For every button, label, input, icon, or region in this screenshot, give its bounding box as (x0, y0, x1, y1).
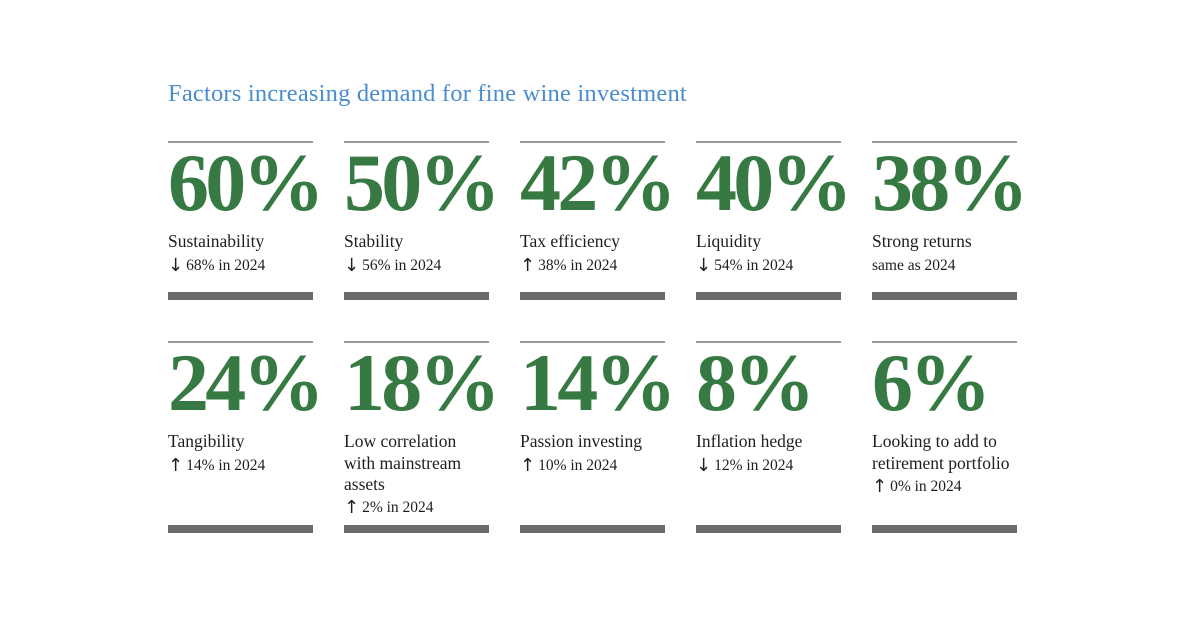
card-bottom-bar (344, 292, 489, 300)
stat-label: Looking to add to retirement portfolio (872, 431, 1010, 473)
stat-card-passion-investing: 14% Passion investing ↑ 10% in 2024 (520, 337, 677, 533)
stat-change-text: 38% in 2024 (538, 256, 618, 274)
stat-change-text: 0% in 2024 (890, 477, 962, 495)
stat-card-stability: 50% Stability ↓ 56% in 2024 (344, 137, 501, 300)
stat-value: 60% (168, 137, 325, 228)
stat-change-text: 10% in 2024 (538, 456, 618, 474)
stat-label: Tangibility (168, 431, 245, 452)
card-bottom-bar (344, 525, 489, 533)
stat-change-text: 14% in 2024 (186, 456, 266, 474)
stat-value: 38% (872, 137, 1029, 228)
stat-change-text: 12% in 2024 (714, 456, 794, 474)
stat-label: Sustainability (168, 231, 265, 252)
stats-row-bottom: 24% Tangibility ↑ 14% in 2024 18% Low cor… (168, 341, 1017, 533)
stat-value: 42% (520, 137, 677, 228)
stat-change-text: 2% in 2024 (362, 498, 434, 516)
arrow-down-icon: ↓ (168, 254, 184, 276)
arrow-up-icon: ↑ (168, 454, 184, 476)
stat-change: ↓ 56% in 2024 (344, 256, 489, 275)
stat-card-strong-returns: 38% Strong returns same as 2024 (872, 137, 1029, 300)
arrow-up-icon: ↑ (344, 496, 360, 518)
stat-label: Stability (344, 231, 404, 252)
stat-card-tangibility: 24% Tangibility ↑ 14% in 2024 (168, 337, 325, 533)
stat-change: ↑ 0% in 2024 (872, 477, 1017, 496)
stat-label: Liquidity (696, 231, 762, 252)
stat-change: ↓ 12% in 2024 (696, 456, 841, 475)
stat-label: Inflation hedge (696, 431, 803, 452)
arrow-up-icon: ↑ (520, 454, 536, 476)
stat-change: ↑ 14% in 2024 (168, 456, 313, 475)
arrow-down-icon: ↓ (696, 254, 712, 276)
stat-card-tax-efficiency: 42% Tax efficiency ↑ 38% in 2024 (520, 137, 677, 300)
stat-change: same as 2024 (872, 256, 1017, 275)
card-bottom-bar (168, 292, 313, 300)
arrow-up-icon: ↑ (872, 475, 888, 497)
card-bottom-bar (696, 525, 841, 533)
stat-change: ↑ 2% in 2024 (344, 498, 489, 517)
card-bottom-bar (872, 525, 1017, 533)
stat-card-low-correlation: 18% Low correlation with mainstream asse… (344, 337, 501, 533)
arrow-down-icon: ↓ (344, 254, 360, 276)
stat-label: Passion investing (520, 431, 643, 452)
stat-value: 6% (872, 337, 991, 428)
stat-change-text: 56% in 2024 (362, 256, 442, 274)
stat-change-text: 54% in 2024 (714, 256, 794, 274)
stat-change-text: 68% in 2024 (186, 256, 266, 274)
card-bottom-bar (520, 292, 665, 300)
stat-card-retirement-portfolio: 6% Looking to add to retirement portfoli… (872, 341, 1017, 533)
stat-label: Tax efficiency (520, 231, 620, 252)
stat-value: 50% (344, 137, 501, 228)
card-bottom-bar (696, 292, 841, 300)
stat-change-text: same as 2024 (872, 256, 956, 274)
stat-card-sustainability: 60% Sustainability ↓ 68% in 2024 (168, 137, 325, 300)
card-bottom-bar (168, 525, 313, 533)
stat-value: 40% (696, 137, 853, 228)
stats-row-top: 60% Sustainability ↓ 68% in 2024 50% Stab… (168, 137, 1029, 300)
card-bottom-bar (872, 292, 1017, 300)
stat-value: 18% (344, 337, 501, 428)
stat-value: 24% (168, 337, 325, 428)
stat-label: Strong returns (872, 231, 972, 252)
arrow-down-icon: ↓ (696, 454, 712, 476)
stat-value: 8% (696, 337, 815, 428)
stat-change: ↑ 10% in 2024 (520, 456, 665, 475)
stat-label: Low correlation with mainstream assets (344, 431, 462, 494)
stat-value: 14% (520, 337, 677, 428)
stat-card-inflation-hedge: 8% Inflation hedge ↓ 12% in 2024 (696, 341, 841, 533)
card-bottom-bar (520, 525, 665, 533)
stat-change: ↓ 54% in 2024 (696, 256, 841, 275)
stat-card-liquidity: 40% Liquidity ↓ 54% in 2024 (696, 137, 853, 300)
page-title: Factors increasing demand for fine wine … (168, 80, 687, 107)
arrow-up-icon: ↑ (520, 254, 536, 276)
stat-change: ↑ 38% in 2024 (520, 256, 665, 275)
stat-change: ↓ 68% in 2024 (168, 256, 313, 275)
